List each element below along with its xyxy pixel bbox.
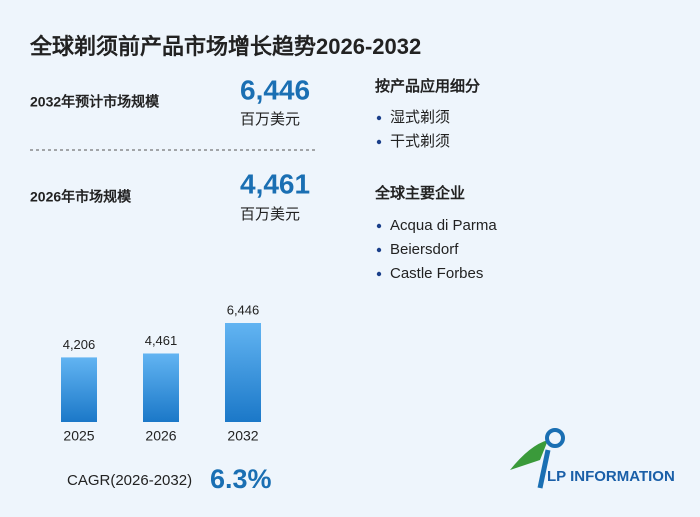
value-label: 4,206 — [63, 337, 96, 352]
logo-leaf — [510, 440, 548, 470]
logo: LP INFORMATION — [510, 428, 675, 489]
stat-value: 6,446 — [240, 74, 310, 105]
list-item: Beiersdorf — [390, 241, 459, 258]
section-title: 按产品应用细分 — [375, 77, 480, 95]
bullet — [376, 139, 382, 145]
value-label: 4,461 — [145, 333, 178, 348]
logo-stem — [537, 449, 551, 489]
logo-ring — [545, 428, 565, 448]
bullet — [376, 223, 382, 229]
list-item: Acqua di Parma — [390, 217, 497, 234]
title: 全球剃须前产品市场增长趋势2026-2032 — [29, 34, 421, 59]
list-item: Castle Forbes — [390, 265, 483, 282]
logo-text: LP INFORMATION — [547, 468, 675, 485]
bar — [225, 323, 261, 422]
stat-value: 4,461 — [240, 168, 310, 199]
stat-label: 2032年预计市场规模 — [30, 94, 160, 110]
bullet — [376, 271, 382, 277]
x-tick-label: 2026 — [145, 428, 176, 444]
section-title: 全球主要企业 — [374, 184, 465, 202]
x-tick-label: 2025 — [63, 428, 94, 444]
cagr-label: CAGR(2026-2032) — [67, 472, 192, 489]
x-tick-label: 2032 — [227, 428, 258, 444]
bullet — [376, 115, 382, 121]
list-item: 湿式剃须 — [390, 109, 450, 126]
stat-label: 2026年市场规模 — [30, 189, 132, 205]
list-item: 干式剃须 — [390, 133, 450, 150]
cagr-value: 6.3% — [210, 464, 272, 494]
bar — [143, 353, 179, 422]
value-label: 6,446 — [227, 302, 260, 317]
stat-unit: 百万美元 — [240, 206, 300, 223]
stat-unit: 百万美元 — [240, 111, 300, 128]
bar — [61, 357, 97, 422]
bullet — [376, 247, 382, 253]
